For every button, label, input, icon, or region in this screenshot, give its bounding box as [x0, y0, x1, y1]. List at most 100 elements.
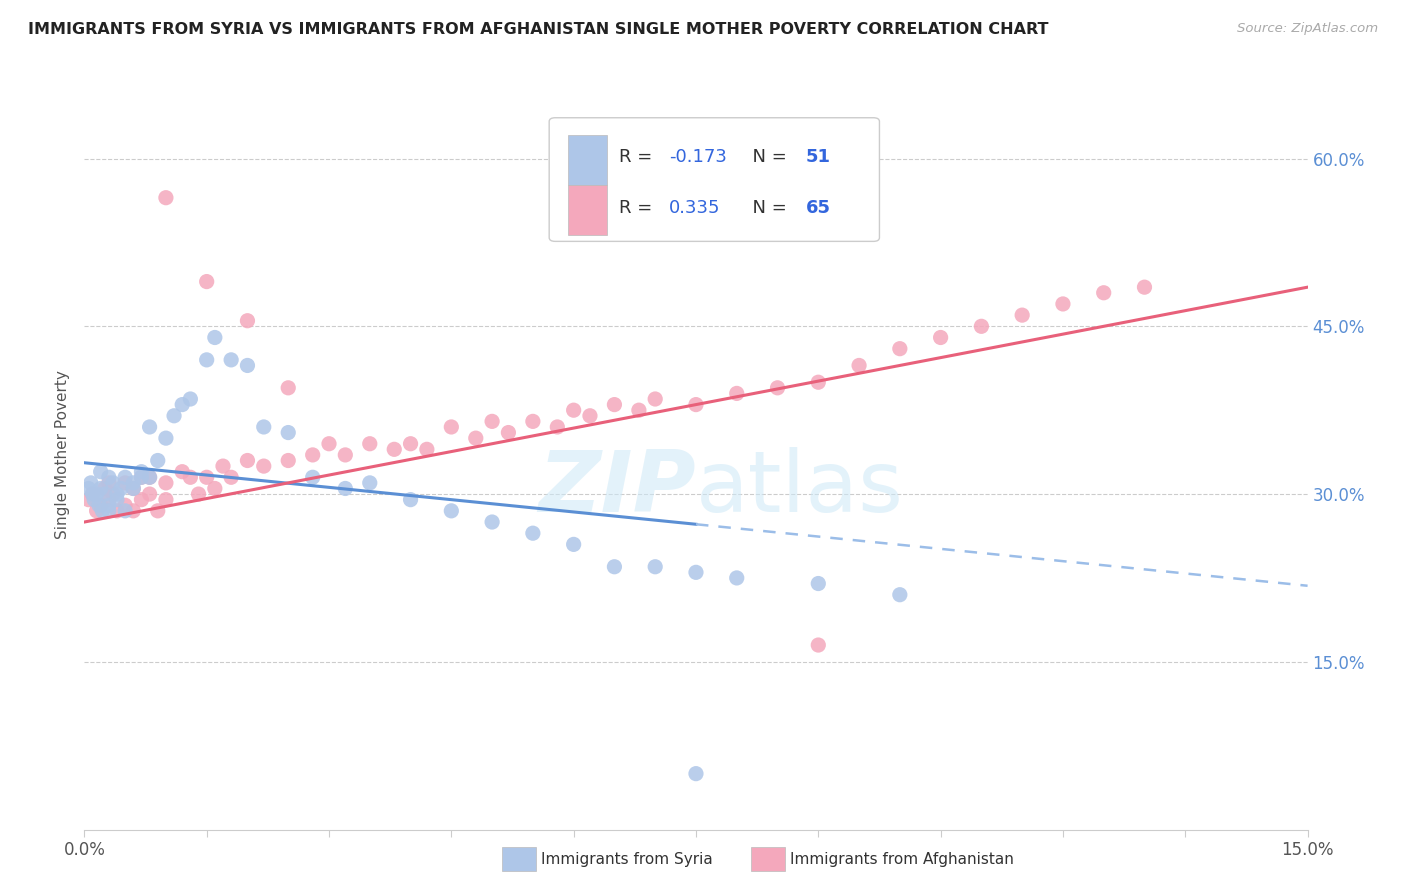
Point	[114, 475, 136, 490]
Point	[204, 482, 226, 496]
Point	[644, 392, 666, 406]
Point	[155, 431, 177, 445]
Point	[195, 275, 218, 289]
Point	[603, 559, 626, 574]
Point	[889, 342, 911, 356]
Text: N =: N =	[741, 199, 793, 217]
Point	[97, 498, 120, 512]
Point	[90, 498, 112, 512]
Point	[253, 420, 276, 434]
Point	[97, 470, 120, 484]
Point	[97, 504, 120, 518]
Point	[562, 537, 585, 551]
Point	[91, 504, 114, 518]
Point	[301, 470, 323, 484]
Point	[1052, 297, 1074, 311]
Point	[87, 498, 110, 512]
Point	[172, 465, 194, 479]
Point	[114, 470, 136, 484]
Point	[195, 352, 218, 367]
Point	[725, 571, 748, 585]
Point	[1011, 308, 1033, 322]
FancyBboxPatch shape	[568, 135, 606, 186]
Text: 51: 51	[806, 148, 831, 167]
Point	[416, 442, 439, 457]
Point	[83, 492, 105, 507]
Point	[335, 448, 357, 462]
Point	[80, 475, 103, 490]
Text: Source: ZipAtlas.com: Source: ZipAtlas.com	[1237, 22, 1378, 36]
Point	[889, 588, 911, 602]
Point	[277, 381, 299, 395]
Point	[86, 504, 108, 518]
Point	[195, 470, 218, 484]
Point	[1133, 280, 1156, 294]
Point	[644, 559, 666, 574]
Point	[579, 409, 602, 423]
Text: Immigrants from Syria: Immigrants from Syria	[541, 853, 713, 867]
Point	[101, 475, 124, 490]
Point	[685, 398, 707, 412]
Text: ZIP: ZIP	[538, 447, 696, 530]
Point	[90, 465, 112, 479]
Y-axis label: Single Mother Poverty: Single Mother Poverty	[55, 370, 70, 540]
Point	[522, 526, 544, 541]
Point	[172, 398, 194, 412]
Point	[179, 470, 201, 484]
Point	[318, 436, 340, 450]
Point	[105, 504, 128, 518]
FancyBboxPatch shape	[550, 118, 880, 242]
Text: N =: N =	[741, 148, 793, 167]
Point	[277, 425, 299, 440]
Point	[929, 330, 952, 344]
Point	[359, 436, 381, 450]
Point	[146, 504, 169, 518]
Point	[138, 470, 160, 484]
Point	[725, 386, 748, 401]
Point	[464, 431, 486, 445]
Point	[155, 475, 177, 490]
Point	[685, 566, 707, 580]
Point	[359, 475, 381, 490]
Point	[236, 359, 259, 373]
Point	[122, 482, 145, 496]
Point	[110, 482, 132, 496]
Point	[187, 487, 209, 501]
Text: IMMIGRANTS FROM SYRIA VS IMMIGRANTS FROM AFGHANISTAN SINGLE MOTHER POVERTY CORRE: IMMIGRANTS FROM SYRIA VS IMMIGRANTS FROM…	[28, 22, 1049, 37]
Point	[93, 482, 115, 496]
Point	[77, 482, 100, 496]
Point	[122, 504, 145, 518]
Point	[163, 409, 186, 423]
Text: -0.173: -0.173	[669, 148, 727, 167]
Point	[766, 381, 789, 395]
Point	[807, 576, 830, 591]
Point	[97, 492, 120, 507]
Text: atlas: atlas	[696, 447, 904, 530]
Point	[179, 392, 201, 406]
Point	[82, 487, 104, 501]
Point	[138, 487, 160, 501]
Point	[603, 398, 626, 412]
Text: 0.335: 0.335	[669, 199, 720, 217]
Point	[627, 403, 650, 417]
Point	[219, 352, 242, 367]
Point	[138, 420, 160, 434]
Point	[155, 191, 177, 205]
Text: 65: 65	[806, 199, 831, 217]
Point	[219, 470, 242, 484]
Point	[236, 314, 259, 328]
Point	[138, 470, 160, 484]
Point	[382, 442, 405, 457]
Point	[807, 638, 830, 652]
Point	[481, 515, 503, 529]
Point	[277, 453, 299, 467]
Point	[122, 475, 145, 490]
Point	[105, 487, 128, 501]
Point	[131, 492, 153, 507]
Point	[399, 436, 422, 450]
Point	[146, 453, 169, 467]
Point	[122, 482, 145, 496]
Point	[562, 403, 585, 417]
Point	[105, 492, 128, 507]
FancyBboxPatch shape	[568, 186, 606, 235]
